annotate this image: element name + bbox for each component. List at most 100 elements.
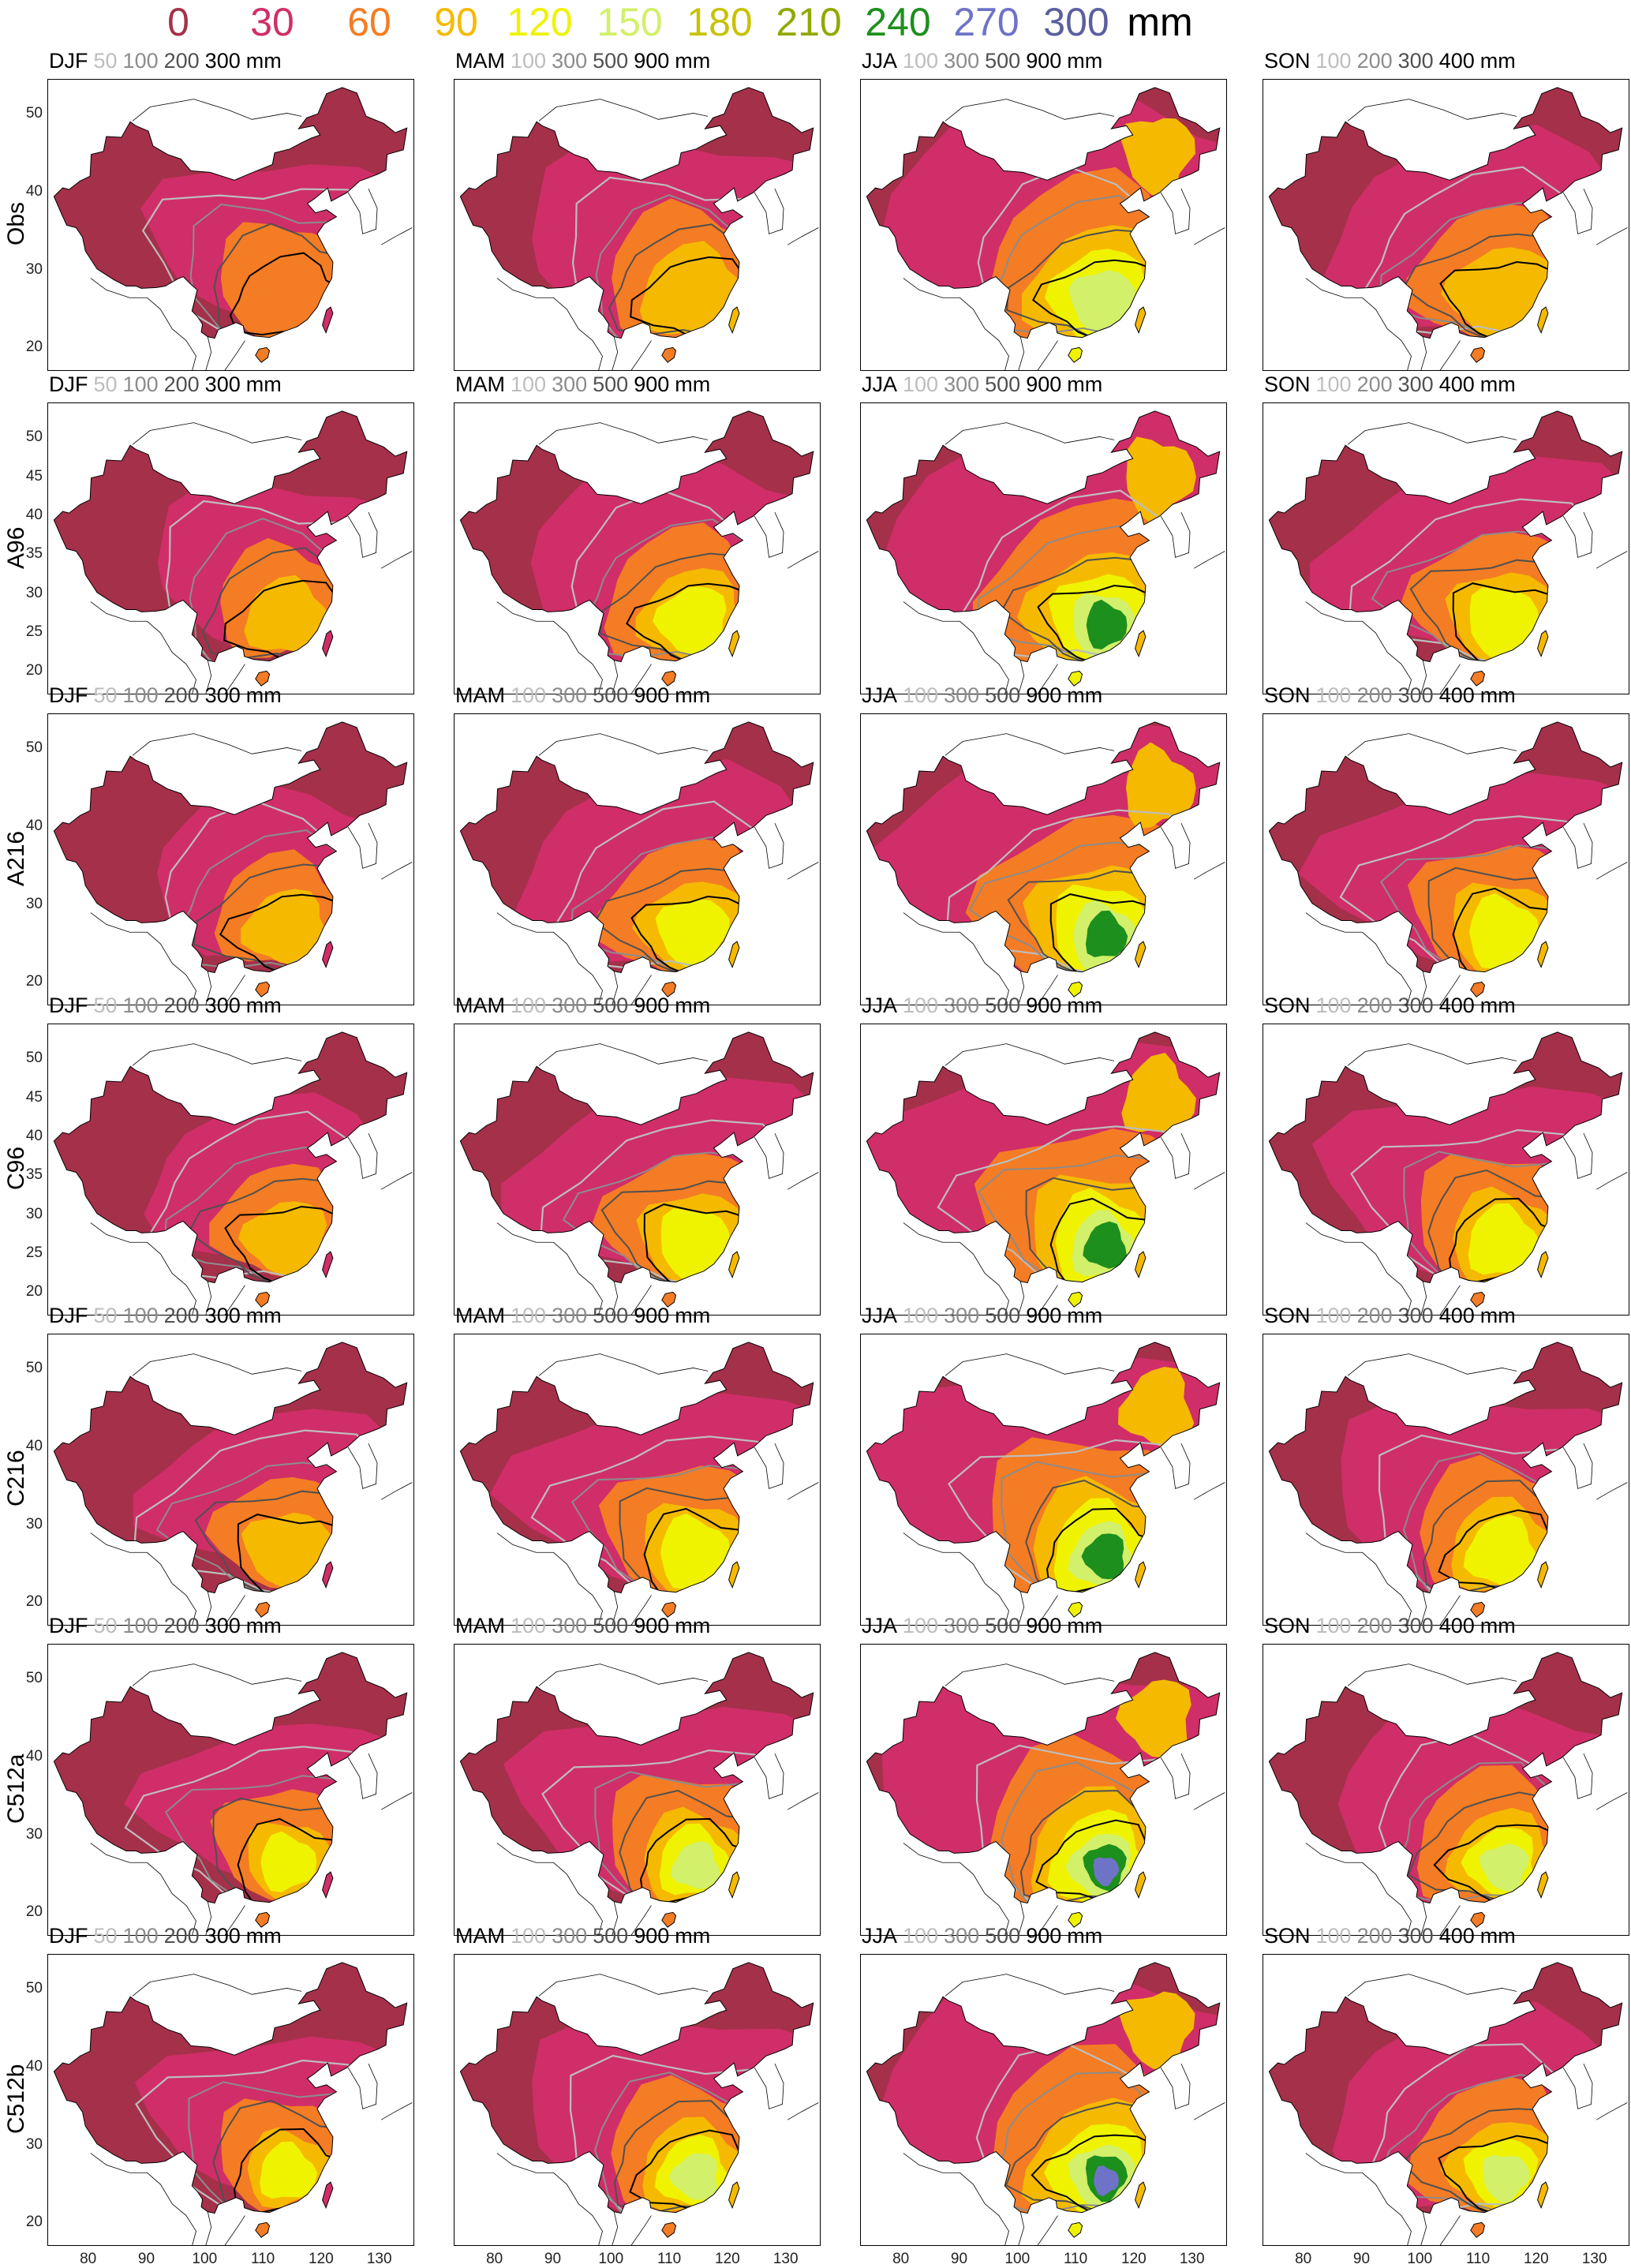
- taiwan-island: [322, 630, 334, 658]
- y-tick-label: 40: [25, 2058, 43, 2075]
- panel-title: DJF 50 100 200 300 mm: [49, 47, 282, 74]
- season-label: SON: [1264, 1304, 1311, 1327]
- contour-level-label: 300: [944, 372, 980, 396]
- map-frame: [860, 1334, 1227, 1626]
- taiwan-island: [1135, 1251, 1147, 1279]
- contour-line-300: [219, 893, 349, 973]
- panel-c512b-son: SON 100 200 300 400 mm 80 90 100 110 120 130: [1263, 1922, 1629, 2267]
- contour-level-label: 400: [1438, 1304, 1475, 1327]
- japan-coastline: [1193, 1792, 1225, 1810]
- contour-level-label: 300: [944, 1304, 980, 1327]
- mongolia-border: [1347, 733, 1517, 756]
- contour-level-label: 100: [511, 1304, 547, 1327]
- contour-level-label: 100: [1315, 994, 1352, 1017]
- panel-obs-djf: DJF 50 100 200 300 mm 50 40 30 20: [26, 47, 414, 371]
- korea-coastline: [754, 1443, 784, 1489]
- units-label: mm: [245, 683, 282, 707]
- contour-level-label: 400: [1438, 1614, 1475, 1637]
- precip-band: [1093, 1857, 1120, 1887]
- season-label: DJF: [49, 1924, 88, 1948]
- units-label: mm: [1479, 1924, 1516, 1948]
- mongolia-border: [538, 1043, 709, 1066]
- korea-coastline: [754, 2063, 784, 2109]
- south-asia-border: [903, 278, 1009, 370]
- season-label: DJF: [49, 994, 88, 1017]
- panel-c512a-djf: DJF 50 100 200 300 mm 50 40 30 20: [26, 1612, 414, 1936]
- legend-label-210: 210: [776, 0, 842, 44]
- panel-c512a-mam: MAM 100 300 500 900 mm: [454, 1612, 821, 1936]
- map-frame: [1263, 1954, 1629, 2246]
- y-tick-label: 20: [25, 1283, 43, 1301]
- japan-coastline: [1595, 1792, 1628, 1810]
- contour-level-label: 100: [122, 1924, 159, 1948]
- units-label: mm: [245, 372, 282, 396]
- japan-coastline: [380, 862, 413, 880]
- south-asia-border: [1305, 601, 1412, 694]
- korea-coastline: [754, 822, 784, 869]
- units-label: mm: [1067, 49, 1103, 73]
- china-outline: [1268, 721, 1623, 974]
- precip-map: [866, 721, 1225, 1005]
- precip-fill: [866, 1342, 1220, 1593]
- y-tick-label: 40: [25, 1128, 43, 1145]
- south-asia-border: [496, 278, 603, 370]
- contour-level-label: 400: [1438, 1924, 1475, 1948]
- mongolia-border: [132, 99, 302, 122]
- panel-obs-son: SON 100 200 300 400 mm: [1263, 47, 1629, 371]
- japan-coastline: [787, 2102, 819, 2120]
- panel-title: DJF 50 100 200 300 mm: [49, 1922, 282, 1949]
- contour-level-label: 100: [1315, 683, 1352, 707]
- season-label: JJA: [862, 1614, 898, 1637]
- panel-title: MAM 100 300 500 900 mm: [455, 682, 710, 709]
- precip-band: [660, 1513, 731, 1590]
- contour-level-label: 300: [944, 1924, 980, 1948]
- y-tick-label: 20: [25, 339, 43, 356]
- mongolia-border: [1347, 1974, 1517, 1997]
- hainan-island: [1068, 981, 1083, 997]
- contour-level-label: 500: [593, 1304, 629, 1327]
- season-label: MAM: [455, 1614, 505, 1637]
- mongolia-border: [945, 1043, 1115, 1066]
- south-asia-border: [496, 1222, 603, 1315]
- contour-level-label: 500: [985, 372, 1021, 396]
- japan-coastline: [1595, 2102, 1628, 2120]
- china-outline: [459, 410, 814, 663]
- precip-fill: [866, 1962, 1220, 2214]
- contour-level-label: 100: [903, 1924, 939, 1948]
- units-label: mm: [675, 1924, 711, 1948]
- mongolia-border: [538, 99, 709, 122]
- row-label-a216: A216: [3, 830, 29, 886]
- units-label: mm: [1479, 994, 1516, 1017]
- hainan-island: [1470, 1291, 1486, 1308]
- contour-level-label: 200: [163, 49, 200, 73]
- map-frame: [47, 79, 414, 371]
- units-label: mm: [1067, 372, 1103, 396]
- mongolia-border: [132, 422, 302, 445]
- precip-band: [1086, 599, 1128, 649]
- south-asia-border: [496, 2153, 603, 2245]
- mongolia-border: [1347, 1664, 1517, 1686]
- japan-coastline: [787, 551, 819, 569]
- korea-coastline: [1160, 1753, 1191, 1799]
- contour-level-label: 900: [1026, 49, 1062, 73]
- precip-map: [1268, 1342, 1628, 1625]
- x-tick-label: 80: [1295, 2251, 1312, 2267]
- precip-fill: [460, 1962, 814, 2214]
- taiwan-island: [1135, 1871, 1147, 1899]
- y-tick-label: 20: [25, 973, 43, 990]
- y-tick-label: 50: [25, 1050, 43, 1067]
- taiwan-island: [1537, 1871, 1549, 1899]
- china-outline: [866, 721, 1221, 974]
- china-outline: [866, 410, 1221, 663]
- precip-fill: [54, 1342, 407, 1593]
- contour-level-label: 200: [163, 994, 200, 1017]
- precip-map: [866, 1652, 1225, 1935]
- precip-map: [459, 1031, 819, 1315]
- season-label: JJA: [862, 49, 898, 73]
- map-frame: [860, 713, 1227, 1005]
- china-outline: [1268, 87, 1623, 339]
- map-frame: [1263, 1024, 1629, 1316]
- panel-title: DJF 50 100 200 300 mm: [49, 1302, 282, 1329]
- hainan-island: [661, 2221, 677, 2238]
